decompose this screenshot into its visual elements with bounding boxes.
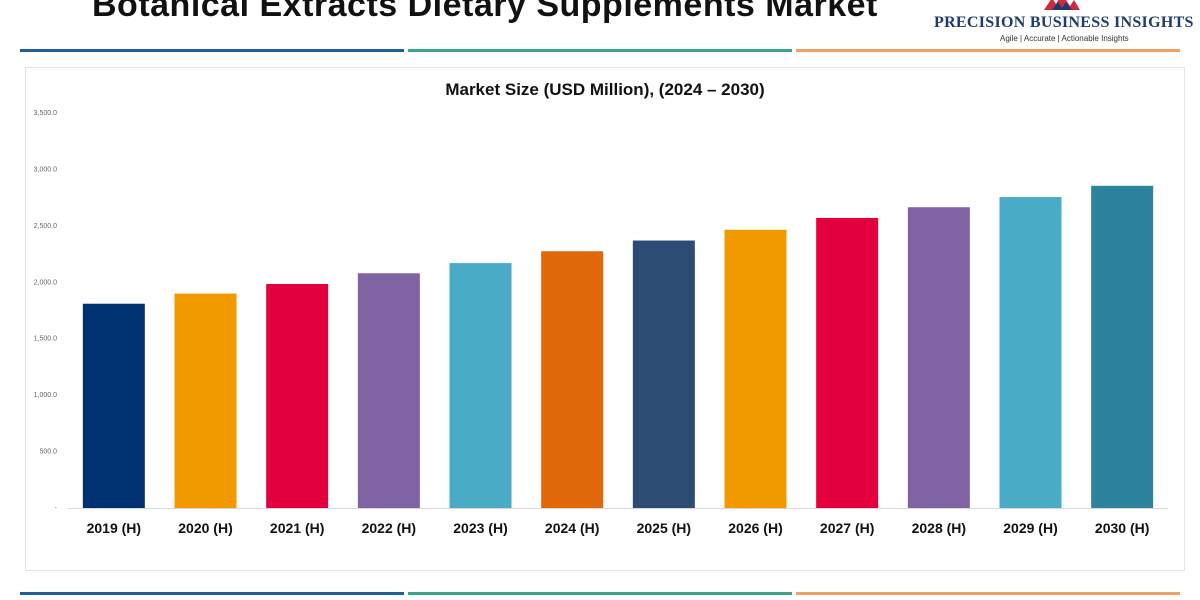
x-tick-label: 2026 (H) [728, 520, 782, 536]
y-tick-label: 3,500.0 [34, 110, 57, 117]
footer-divider [20, 592, 1180, 595]
x-axis: 2019 (H) 2020 (H) 2021 (H) 2022 (H) 2023 (H)… [68, 508, 1168, 536]
y-tick-label: 1,500.0 [34, 336, 57, 343]
market-size-chart: Market Size (USD Million), (2024 – 2030)… [34, 80, 1168, 536]
y-tick-label: 3,000.0 [34, 166, 57, 173]
bar-2023 [449, 263, 512, 508]
company-logo: PRECISION BUSINESS INSIGHTS Agile | Accu… [930, 0, 1200, 48]
y-tick-label: - [55, 505, 58, 512]
x-tick-label: 2022 (H) [362, 520, 416, 536]
logo-mark-icon [1044, 0, 1080, 10]
chart-title: Market Size (USD Million), (2024 – 2030) [445, 80, 764, 99]
bar-2030 [1091, 185, 1154, 508]
y-tick-label: 2,500.0 [34, 223, 57, 230]
divider-segment-green [408, 49, 792, 52]
x-tick-label: 2030 (H) [1095, 520, 1149, 536]
y-tick-label: 1,000.0 [34, 392, 57, 399]
x-tick-label: 2024 (H) [545, 520, 599, 536]
divider-segment-green [408, 592, 792, 595]
y-axis: - 500.0 1,000.0 1,500.0 2,000.0 2,500.0 3,000.… [34, 110, 58, 512]
divider-segment-blue [20, 49, 404, 52]
divider-segment-blue [20, 592, 404, 595]
x-tick-label: 2029 (H) [1003, 520, 1057, 536]
divider-segment-orange [796, 592, 1180, 595]
page-title: Botanical Extracts Dietary Supplements M… [92, 0, 878, 24]
bars [82, 185, 1154, 509]
x-tick-label: 2023 (H) [453, 520, 507, 536]
bar-2029 [999, 197, 1062, 509]
y-tick-label: 2,000.0 [34, 279, 57, 286]
bar-2024 [541, 251, 604, 508]
bar-2028 [907, 207, 970, 508]
chart-panel: Market Size (USD Million), (2024 – 2030)… [25, 67, 1185, 571]
x-tick-label: 2027 (H) [820, 520, 874, 536]
bar-2020 [174, 293, 237, 508]
bar-2027 [816, 217, 879, 508]
bar-2026 [724, 229, 787, 509]
bar-2021 [266, 283, 329, 508]
bar-2019 [82, 303, 145, 508]
x-tick-label: 2020 (H) [178, 520, 232, 536]
bar-2022 [357, 273, 420, 508]
y-tick-label: 500.0 [39, 449, 57, 456]
bar-2025 [632, 240, 695, 508]
x-tick-label: 2019 (H) [87, 520, 141, 536]
x-tick-label: 2028 (H) [912, 520, 966, 536]
x-tick-label: 2025 (H) [637, 520, 691, 536]
x-tick-label: 2021 (H) [270, 520, 324, 536]
logo-tagline: Agile | Accurate | Actionable Insights [1000, 34, 1129, 43]
header-divider [20, 49, 1180, 52]
logo-name: PRECISION BUSINESS INSIGHTS [934, 14, 1194, 31]
divider-segment-orange [796, 49, 1180, 52]
